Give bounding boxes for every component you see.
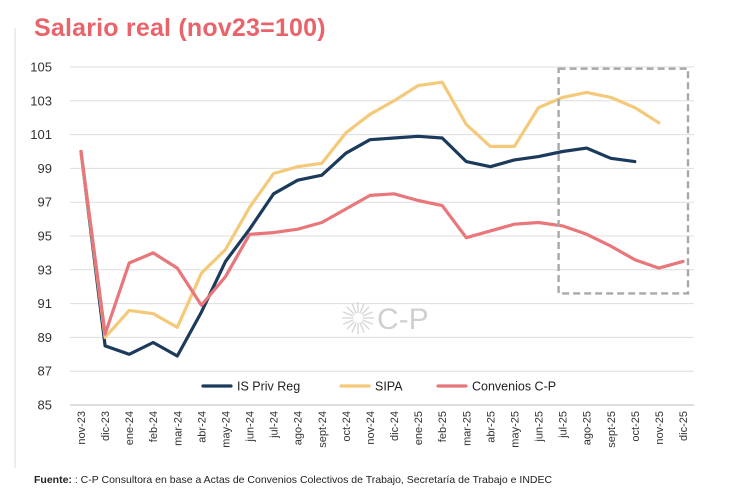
watermark-ray	[359, 302, 365, 314]
watermark-ray	[346, 321, 355, 330]
highlight-box-group	[557, 67, 690, 295]
x-tick-label: dic-25	[678, 411, 690, 441]
x-tick-label: may-24	[220, 411, 232, 448]
x-tick-label: jun-24	[245, 411, 257, 443]
watermark-ray	[351, 302, 357, 314]
y-tick-label: 101	[30, 127, 52, 142]
x-tick-label: jun-25	[534, 411, 546, 443]
x-tick-label: sept-24	[317, 411, 329, 448]
y-tick-label: 95	[38, 229, 52, 244]
y-tick-label: 97	[38, 195, 52, 210]
watermark-text: C-P	[377, 303, 429, 336]
x-tick-label: jul-24	[269, 411, 281, 439]
x-tick-label: ago-24	[293, 411, 305, 445]
y-tick-label: 87	[38, 364, 52, 379]
y-tick-label: 103	[30, 93, 52, 108]
x-tick-label: dic-23	[100, 411, 112, 441]
x-tick-label: sept-25	[606, 411, 618, 448]
footer-label: Fuente:	[34, 474, 72, 486]
x-tick-label: feb-25	[437, 411, 449, 442]
legend: IS Priv Reg SIPA Convenios C-P	[201, 380, 556, 394]
y-axis-ticks: 85 87 89 91 93 95 97 99 101 103 105	[30, 60, 52, 413]
x-tick-label: jul-25	[558, 411, 570, 439]
x-tick-label: dic-24	[389, 411, 401, 441]
y-tick-label: 89	[38, 330, 52, 345]
x-tick-label: nov-23	[76, 411, 88, 445]
x-axis-ticks: nov-23 dic-23 ene-24 feb-24 mar-24 abr-24 may-…	[76, 411, 690, 448]
x-tick-label: abr-25	[485, 411, 497, 443]
x-tick-label: oct-25	[630, 411, 642, 442]
cp-watermark: C-P	[342, 302, 429, 336]
legend-label: Convenios C-P	[472, 380, 556, 394]
footer-text: : C-P Consultora en base a Actas de Conv…	[74, 474, 553, 486]
x-tick-label: nov-24	[365, 411, 377, 445]
chart-title: Salario real (nov23=100)	[34, 14, 326, 42]
watermark-ray	[342, 311, 354, 317]
series-line	[79, 134, 637, 358]
legend-label: SIPA	[375, 380, 403, 394]
series-line	[79, 149, 685, 336]
watermark-ray	[359, 322, 365, 334]
y-tick-label: 85	[38, 398, 52, 413]
watermark-ray	[361, 306, 370, 315]
x-tick-label: abr-24	[196, 411, 208, 443]
highlight-box	[557, 67, 690, 295]
x-tick-label: oct-24	[341, 411, 353, 442]
watermark-ray	[362, 311, 374, 317]
series-line	[79, 80, 661, 339]
x-tick-label: mar-24	[172, 411, 184, 446]
watermark-ray	[351, 322, 357, 334]
grid-lines	[70, 66, 694, 406]
x-tick-label: may-25	[509, 411, 521, 448]
x-tick-label: mar-25	[461, 411, 473, 446]
watermark-ray	[346, 306, 355, 315]
x-tick-label: ago-25	[582, 411, 594, 445]
source-footer: Fuente: : C-P Consultora en base a Actas…	[34, 474, 552, 486]
legend-label: IS Priv Reg	[237, 380, 300, 394]
x-tick-label: ene-25	[413, 411, 425, 445]
y-tick-label: 91	[38, 296, 52, 311]
watermark-ray	[361, 321, 370, 330]
left-decorative-rule	[14, 28, 16, 468]
x-tick-label: nov-25	[654, 411, 666, 445]
watermark-ray	[342, 319, 354, 325]
watermark-ray	[362, 319, 374, 325]
y-tick-label: 105	[30, 60, 52, 75]
y-tick-label: 99	[38, 161, 52, 176]
x-tick-label: feb-24	[148, 411, 160, 442]
series-group	[79, 80, 685, 358]
x-tick-label: ene-24	[124, 411, 136, 445]
y-tick-label: 93	[38, 262, 52, 277]
